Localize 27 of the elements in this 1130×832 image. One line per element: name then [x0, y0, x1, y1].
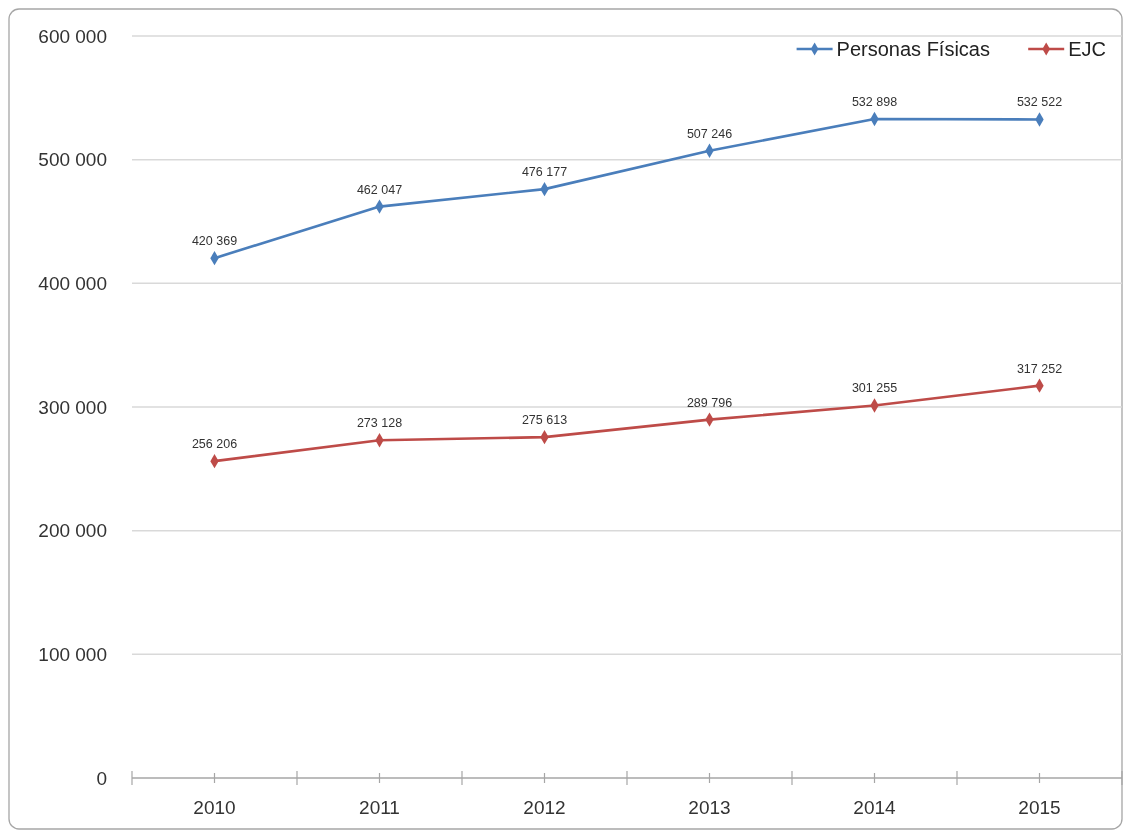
x-tick-label: 2015	[1018, 797, 1061, 818]
data-label: 256 206	[191, 437, 238, 452]
data-label: 273 128	[356, 416, 403, 431]
x-tick-label: 2014	[853, 797, 897, 818]
y-tick-label: 200 000	[38, 520, 107, 542]
data-label: 317 252	[1016, 361, 1063, 376]
data-label: 462 047	[356, 182, 403, 197]
data-label: 301 255	[851, 381, 898, 396]
data-label: 420 369	[191, 234, 238, 249]
x-tick-label: 2011	[359, 797, 400, 818]
data-label: 507 246	[686, 126, 733, 141]
y-tick-label: 600 000	[38, 25, 107, 47]
data-label: 289 796	[686, 395, 733, 410]
data-label: 275 613	[521, 413, 568, 428]
legend-label: EJC	[1068, 38, 1106, 60]
x-tick-label: 2012	[523, 797, 566, 818]
y-tick-label: 100 000	[38, 643, 107, 665]
data-label: 532 522	[1016, 95, 1063, 110]
legend-label: Personas Físicas	[836, 38, 990, 60]
x-tick-label: 2013	[688, 797, 731, 818]
y-tick-label: 0	[96, 767, 107, 789]
y-tick-label: 400 000	[38, 272, 107, 294]
data-label: 532 898	[851, 94, 898, 109]
data-label: 476 177	[521, 165, 568, 180]
y-tick-label: 300 000	[38, 396, 107, 418]
y-tick-label: 500 000	[38, 149, 107, 171]
x-tick-label: 2010	[193, 797, 236, 818]
